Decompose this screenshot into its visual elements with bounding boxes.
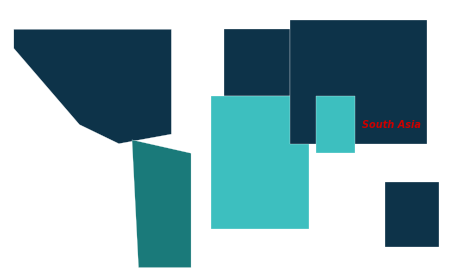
Polygon shape [14, 29, 172, 144]
Polygon shape [224, 29, 290, 96]
Polygon shape [316, 96, 355, 153]
Polygon shape [132, 140, 191, 268]
Polygon shape [211, 96, 309, 229]
Text: South Asia: South Asia [362, 120, 421, 130]
Polygon shape [290, 20, 428, 144]
Polygon shape [385, 182, 439, 247]
